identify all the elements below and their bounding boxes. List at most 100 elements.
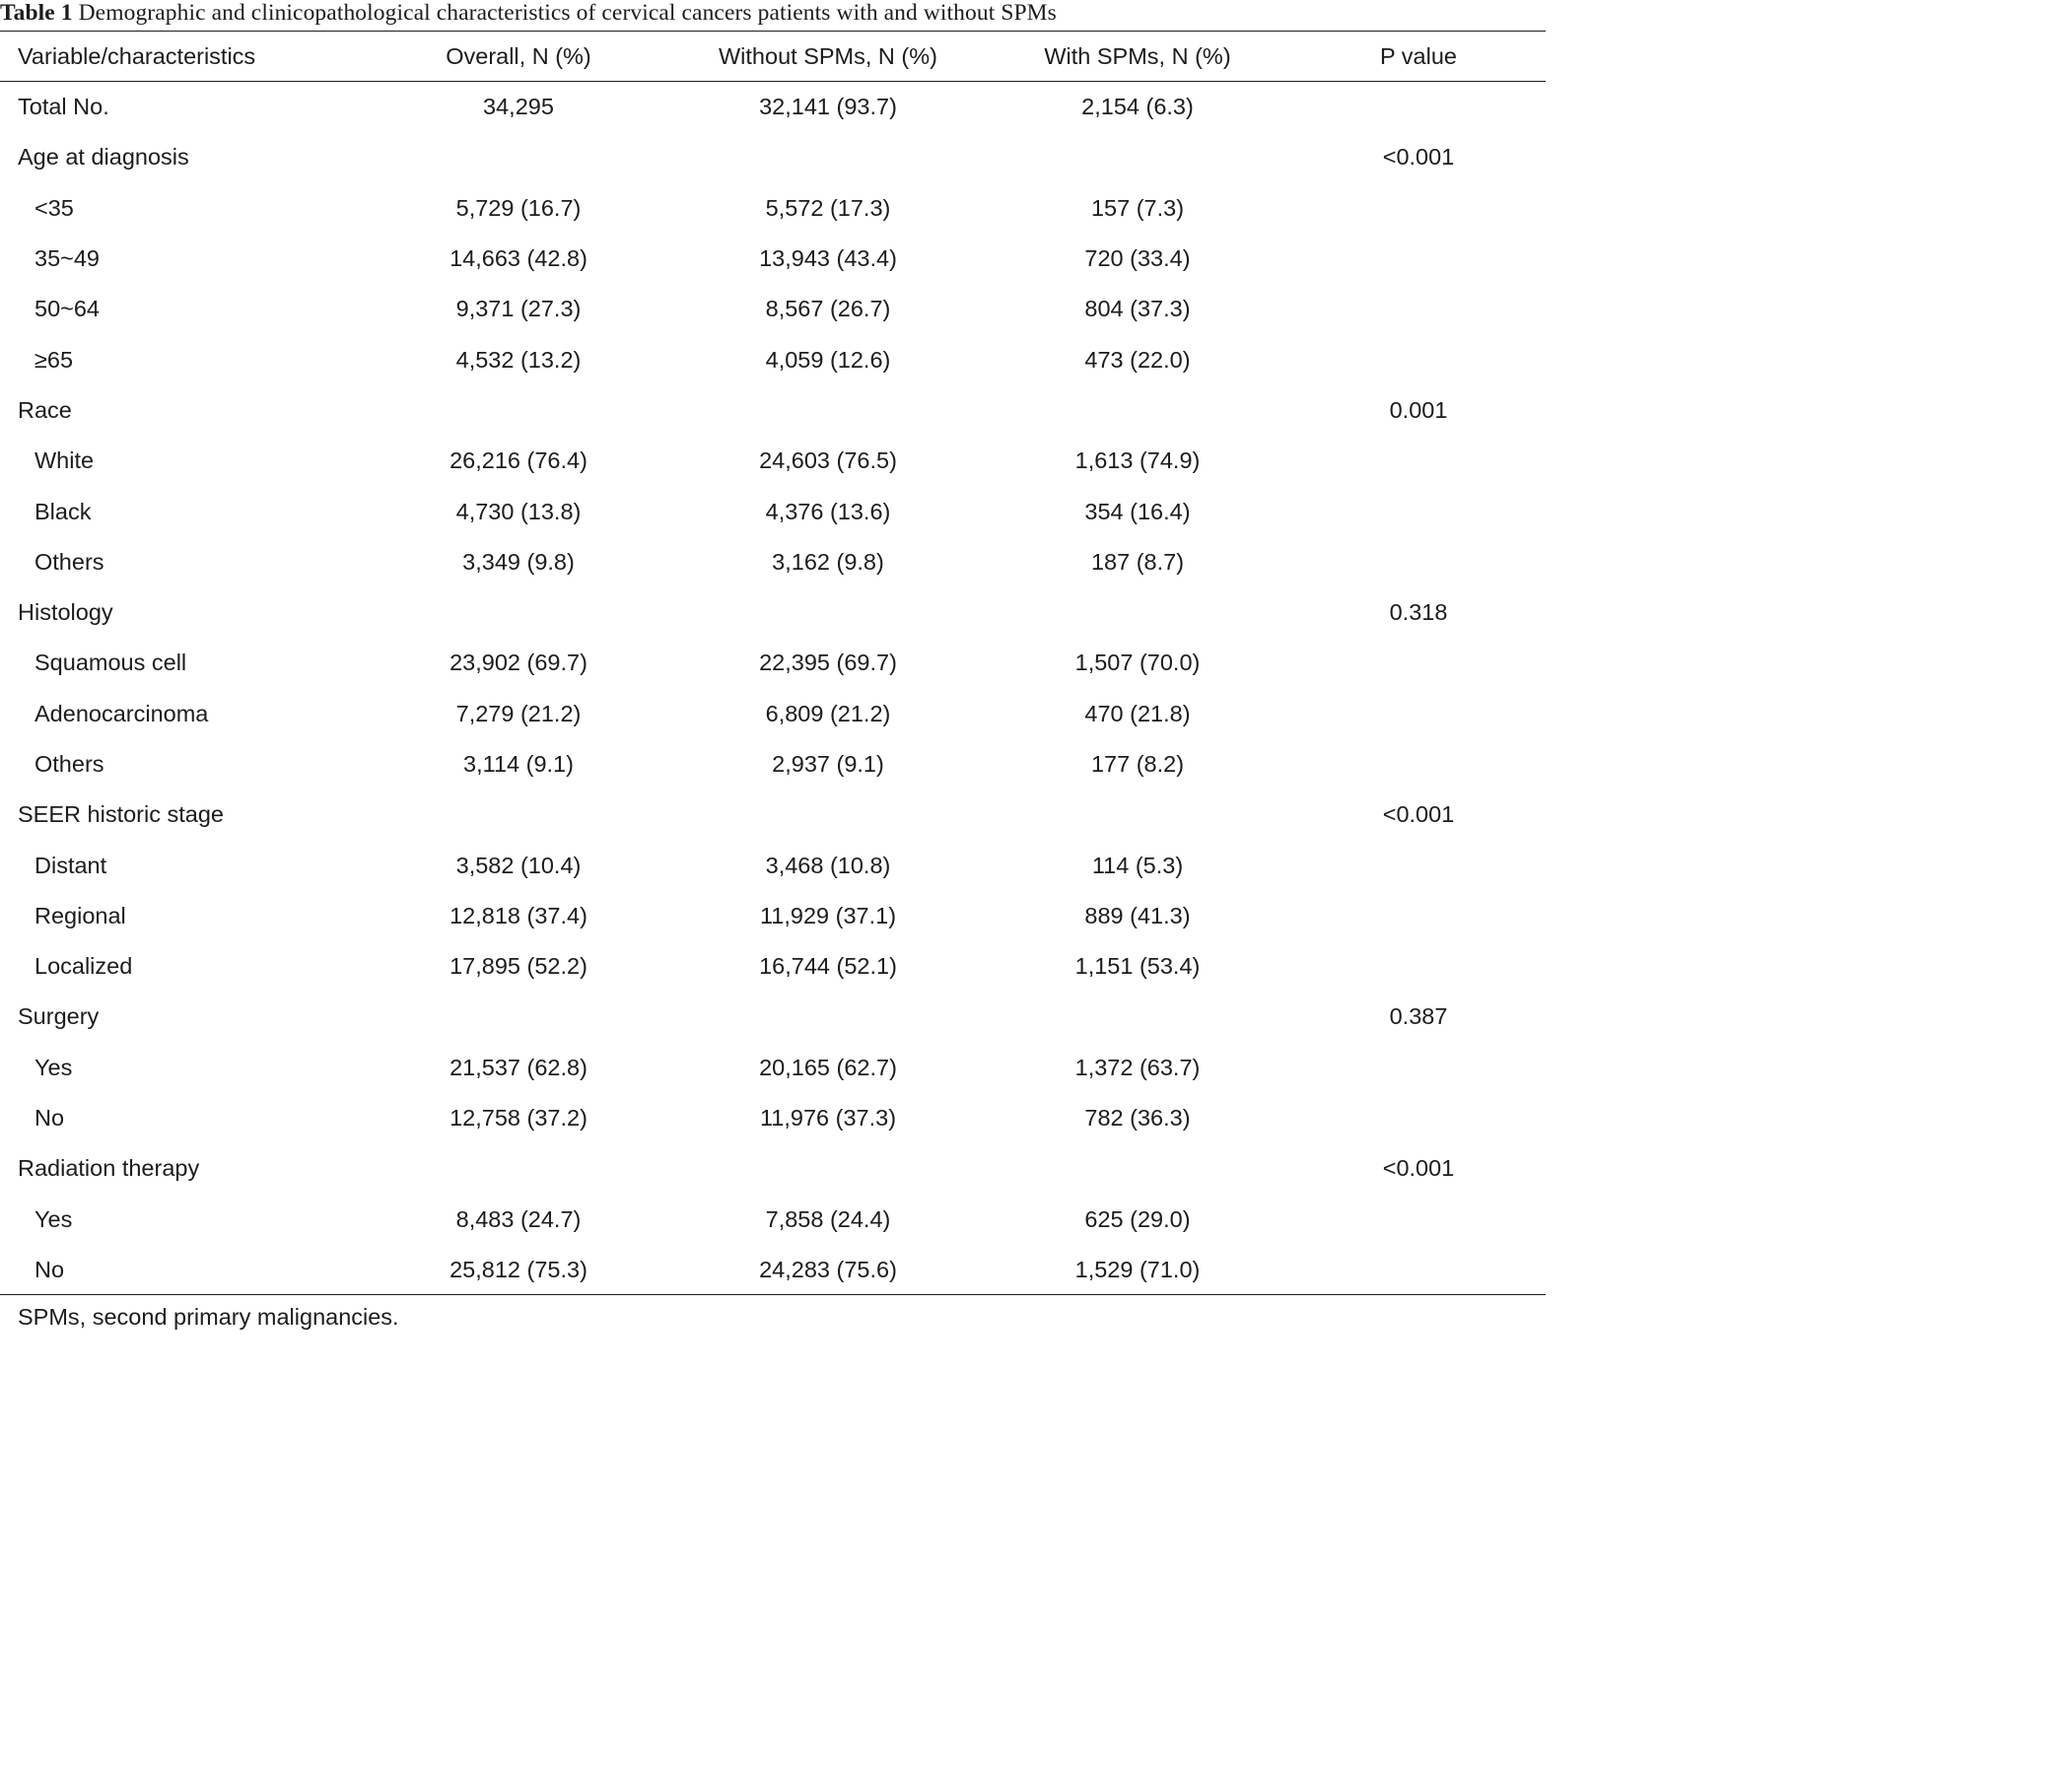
cell-with-spms: 1,507 (70.0) <box>1074 650 1201 676</box>
cell-overall: 25,812 (75.3) <box>449 1256 587 1282</box>
cell-with-spms: 1,372 (63.7) <box>1074 1054 1201 1080</box>
header-variable: Variable/characteristics <box>18 42 256 69</box>
cell-with-spms: 177 (8.2) <box>1090 751 1185 777</box>
cell-p-value <box>1340 941 1497 992</box>
cell-p-value <box>1340 739 1497 789</box>
cell-without-spms: 11,929 (37.1) <box>759 902 897 928</box>
cell-p-value <box>1340 82 1497 132</box>
cell-with-spms: 114 (5.3) <box>1091 852 1184 878</box>
cell-p-value: <0.001 <box>1382 144 1455 171</box>
cell-with-spms <box>990 385 1285 436</box>
cell-p-value <box>1340 1093 1497 1143</box>
table-row: ≥65 4,532 (13.2) 4,059 (12.6) 473 (22.0) <box>0 334 1546 384</box>
table-row: <35 5,729 (16.7) 5,572 (17.3) 157 (7.3) <box>0 183 1546 234</box>
cell-with-spms: 1,613 (74.9) <box>1074 447 1201 474</box>
cell-with-spms <box>990 587 1285 638</box>
cell-without-spms <box>680 992 976 1042</box>
cell-p-value: <0.001 <box>1382 801 1455 828</box>
cell-overall: 23,902 (69.7) <box>449 650 587 676</box>
cell-with-spms: 1,151 (53.4) <box>1074 953 1201 980</box>
cell-without-spms: 20,165 (62.7) <box>759 1054 897 1080</box>
cell-overall: 17,895 (52.2) <box>449 953 587 980</box>
table-row: Radiation therapy <0.001 <box>0 1143 1546 1194</box>
cell-p-value <box>1340 1043 1497 1093</box>
cell-variable: Squamous cell <box>35 650 187 676</box>
cell-without-spms: 13,943 (43.4) <box>759 245 897 272</box>
table-row: Adenocarcinoma 7,279 (21.2) 6,809 (21.2) 47… <box>0 689 1546 739</box>
cell-without-spms <box>680 1143 976 1194</box>
cell-variable: Adenocarcinoma <box>35 700 209 726</box>
cell-overall <box>371 587 666 638</box>
cell-with-spms <box>990 1143 1285 1194</box>
cell-overall: 12,758 (37.2) <box>449 1105 587 1132</box>
cell-overall <box>371 385 666 436</box>
cell-overall: 3,114 (9.1) <box>463 751 574 777</box>
cell-variable: ≥65 <box>35 346 74 373</box>
table-row: Others 3,114 (9.1) 2,937 (9.1) 177 (8.2) <box>0 739 1546 789</box>
cell-overall <box>371 132 666 182</box>
table-row: Surgery 0.387 <box>0 992 1546 1042</box>
cell-without-spms: 4,059 (12.6) <box>765 346 891 373</box>
cell-variable: Race <box>18 396 72 423</box>
cell-p-value <box>1340 689 1497 739</box>
table-row: Regional 12,818 (37.4) 11,929 (37.1) 889 (4… <box>0 891 1546 941</box>
cell-p-value <box>1340 537 1497 587</box>
table-row: Total No. 34,295 32,141 (93.7) 2,154 (6.3) <box>0 82 1546 132</box>
cell-without-spms: 3,468 (10.8) <box>765 852 891 878</box>
cell-overall: 26,216 (76.4) <box>449 447 587 474</box>
cell-variable: Regional <box>35 902 126 928</box>
cell-variable: SEER historic stage <box>18 801 224 828</box>
cell-with-spms: 2,154 (6.3) <box>1081 94 1194 120</box>
cell-overall <box>371 992 666 1042</box>
cell-overall: 3,349 (9.8) <box>462 548 575 575</box>
cell-variable: 35~49 <box>35 245 101 272</box>
cell-p-value <box>1340 436 1497 486</box>
cell-p-value <box>1340 284 1497 334</box>
table-row: Localized 17,895 (52.2) 16,744 (52.1) 1,151… <box>0 941 1546 992</box>
cell-without-spms: 4,376 (13.6) <box>765 498 891 524</box>
cell-without-spms <box>680 385 976 436</box>
table-row: Yes 21,537 (62.8) 20,165 (62.7) 1,372 (63.7… <box>0 1043 1546 1093</box>
cell-overall: 3,582 (10.4) <box>455 852 582 878</box>
cell-overall: 7,279 (21.2) <box>455 700 582 726</box>
cell-overall: 12,818 (37.4) <box>449 902 587 928</box>
cell-variable: Black <box>35 498 92 524</box>
cell-p-value <box>1340 183 1497 234</box>
header-with-spms: With SPMs, N (%) <box>1044 42 1231 69</box>
cell-without-spms: 7,858 (24.4) <box>765 1205 891 1232</box>
cell-with-spms: 720 (33.4) <box>1084 245 1191 272</box>
cell-variable: Yes <box>35 1054 73 1080</box>
cell-overall: 5,729 (16.7) <box>455 194 582 221</box>
cell-without-spms: 3,162 (9.8) <box>772 548 884 575</box>
cell-variable: No <box>35 1256 65 1282</box>
cell-without-spms <box>680 587 976 638</box>
cell-overall: 8,483 (24.7) <box>455 1205 582 1232</box>
cell-with-spms: 473 (22.0) <box>1084 346 1191 373</box>
cell-with-spms: 804 (37.3) <box>1084 296 1191 322</box>
header-p-value: P value <box>1380 42 1457 69</box>
table-row: SEER historic stage <0.001 <box>0 789 1546 840</box>
table-row: 35~49 14,663 (42.8) 13,943 (43.4) 720 (33.4… <box>0 234 1546 284</box>
cell-p-value: 0.387 <box>1389 1003 1448 1030</box>
table-caption: Table 1 Demographic and clinicopathologi… <box>0 0 1546 28</box>
header-without-spms: Without SPMs, N (%) <box>719 42 937 69</box>
cell-with-spms: 889 (41.3) <box>1084 902 1191 928</box>
cell-variable: Yes <box>35 1205 73 1232</box>
table-row: Others 3,349 (9.8) 3,162 (9.8) 187 (8.7) <box>0 537 1546 587</box>
cell-without-spms: 22,395 (69.7) <box>759 650 897 676</box>
cell-variable: No <box>35 1105 65 1132</box>
cell-without-spms: 16,744 (52.1) <box>759 953 897 980</box>
cell-with-spms: 782 (36.3) <box>1084 1105 1191 1132</box>
header-row: Variable/characteristics Overall, N (%) … <box>0 32 1546 81</box>
cell-overall: 14,663 (42.8) <box>449 245 587 272</box>
cell-variable: Others <box>35 751 104 777</box>
table-row: Black 4,730 (13.8) 4,376 (13.6) 354 (16.4) <box>0 486 1546 536</box>
cell-overall: 4,730 (13.8) <box>455 498 582 524</box>
cell-p-value <box>1340 334 1497 384</box>
cell-variable: Localized <box>35 953 133 980</box>
bottom-rule <box>0 1294 1546 1295</box>
cell-without-spms <box>680 132 976 182</box>
table-row: White 26,216 (76.4) 24,603 (76.5) 1,613 (74… <box>0 436 1546 486</box>
cell-overall: 21,537 (62.8) <box>449 1054 587 1080</box>
cell-with-spms <box>990 789 1285 840</box>
